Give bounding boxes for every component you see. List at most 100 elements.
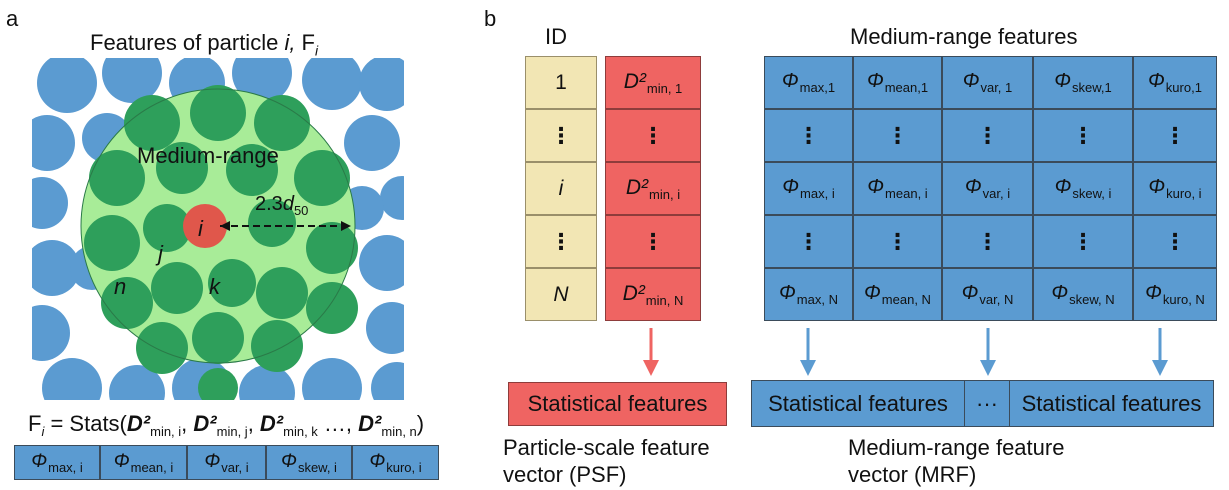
medium-range-particle bbox=[248, 199, 296, 247]
phi-subscript: kuro,1 bbox=[1165, 80, 1202, 95]
medium-range-particle bbox=[306, 222, 358, 274]
phi-symbol: Φ bbox=[779, 282, 796, 304]
radius-arrowhead bbox=[220, 221, 230, 231]
medium-range-particle bbox=[198, 368, 238, 400]
formula-separator: ) bbox=[416, 411, 425, 436]
id-value: N bbox=[553, 282, 569, 306]
phi-cell: Φkuro,1 bbox=[1133, 56, 1217, 109]
mrf-caption: Medium-range feature vector (MRF) bbox=[848, 435, 1065, 487]
feature-symbol: Φ bbox=[113, 450, 130, 472]
medium-range-label: Medium-range bbox=[137, 143, 279, 168]
panel-a-title: Features of particle i, Fi bbox=[90, 30, 319, 59]
phi-subscript: var, N bbox=[979, 292, 1014, 307]
mrf-statistical-features-right: Statistical features bbox=[1021, 390, 1202, 416]
feature-symbol: Φ bbox=[31, 450, 48, 472]
medium-range-particle bbox=[89, 150, 145, 206]
phi-cell: ⋮ bbox=[942, 109, 1033, 162]
formula-d2-subscript: min, n bbox=[381, 424, 417, 439]
particle-n-label: n bbox=[114, 274, 127, 299]
phi-subscript: skew,1 bbox=[1072, 80, 1112, 95]
medium-range-title: Medium-range features bbox=[850, 24, 1078, 49]
particle-feature-cell: Φkuro, i bbox=[352, 445, 439, 480]
d2-symbol: D² bbox=[625, 175, 649, 199]
d2-subscript: min, 1 bbox=[646, 80, 683, 96]
background-particle bbox=[32, 177, 68, 229]
id-value: i bbox=[558, 176, 564, 200]
phi-subscript: mean, N bbox=[881, 292, 931, 307]
phi-subscript: max, N bbox=[796, 292, 838, 307]
phi-cell: Φkuro, i bbox=[1133, 162, 1217, 215]
phi-symbol: Φ bbox=[782, 176, 800, 198]
phi-cell: ⋮ bbox=[853, 215, 942, 268]
phi-symbol: Φ bbox=[1148, 70, 1165, 92]
phi-symbol: Φ bbox=[962, 70, 980, 92]
id-cell: ⋮ bbox=[525, 215, 597, 268]
id-cell: ⋮ bbox=[525, 109, 597, 162]
phi-cell: Φmean,1 bbox=[853, 56, 942, 109]
feature-symbol: Φ bbox=[204, 450, 221, 472]
formula-d2-symbol: D² bbox=[193, 411, 217, 436]
phi-symbol: Φ bbox=[864, 282, 881, 304]
phi-cell: ⋮ bbox=[1133, 109, 1217, 162]
formula-separator: , bbox=[247, 411, 260, 436]
phi-subscript: skew, i bbox=[1072, 186, 1112, 201]
d2-cell: ⋮ bbox=[605, 109, 701, 162]
background-particle bbox=[32, 240, 80, 296]
phi-cell: Φskew,1 bbox=[1033, 56, 1133, 109]
psf-statistical-features-box: Statistical features bbox=[508, 382, 727, 426]
radius-arrowhead bbox=[341, 221, 351, 231]
phi-cell: ⋮ bbox=[764, 109, 853, 162]
d2-cell: D²min, N bbox=[605, 268, 701, 321]
formula-terms: D²min, i, D²min, j, D²min, k …, D²min, n… bbox=[127, 411, 425, 439]
formula-d2-subscript: min, j bbox=[216, 424, 248, 439]
medium-range-particle bbox=[256, 267, 308, 319]
mrf-arrow-left bbox=[800, 328, 816, 376]
phi-cell: Φvar, N bbox=[942, 268, 1033, 321]
particle-feature-cell: Φmax, i bbox=[14, 445, 100, 480]
background-particle bbox=[32, 305, 70, 361]
phi-subscript: kuro, N bbox=[1162, 292, 1205, 307]
formula-separator: …, bbox=[317, 411, 359, 436]
phi-cell: Φskew, i bbox=[1033, 162, 1133, 215]
phi-subscript: var, i bbox=[982, 186, 1011, 201]
phi-symbol: Φ bbox=[1145, 282, 1162, 304]
background-particle bbox=[42, 358, 102, 400]
medium-range-particle bbox=[226, 144, 278, 196]
phi-cell: ⋮ bbox=[942, 215, 1033, 268]
background-particle bbox=[102, 58, 162, 103]
phi-cell: Φmean, N bbox=[853, 268, 942, 321]
panel-b-label: b bbox=[484, 6, 497, 31]
phi-symbol: Φ bbox=[1054, 70, 1071, 92]
particle-packing bbox=[32, 58, 404, 400]
background-particle bbox=[302, 58, 362, 110]
feature-subscript: kuro, i bbox=[386, 459, 422, 475]
feature-subscript: mean, i bbox=[130, 459, 174, 475]
phi-cell: Φkuro, N bbox=[1133, 268, 1217, 321]
feature-subscript: skew, i bbox=[297, 459, 337, 475]
medium-range-particle bbox=[156, 142, 208, 194]
d2-subscript: min, N bbox=[645, 292, 684, 308]
medium-range-particle bbox=[294, 150, 350, 206]
particle-feature-cell: Φmean, i bbox=[100, 445, 187, 480]
d2-cell: D²min, 1 bbox=[605, 56, 701, 109]
particle-feature-cell: Φvar, i bbox=[187, 445, 266, 480]
phi-cell: Φvar, i bbox=[942, 162, 1033, 215]
phi-subscript: max, i bbox=[800, 186, 835, 201]
phi-cell: Φmean, i bbox=[853, 162, 942, 215]
background-particle bbox=[239, 365, 295, 400]
formula-d2-symbol: D² bbox=[259, 411, 284, 436]
phi-cell: ⋮ bbox=[1133, 215, 1217, 268]
phi-symbol: Φ bbox=[1148, 176, 1166, 198]
background-particle bbox=[109, 365, 165, 400]
panel-a-label: a bbox=[6, 6, 19, 31]
medium-range-particle bbox=[208, 259, 256, 307]
d2-cell: D²min, i bbox=[605, 162, 701, 215]
particle-j-label: j bbox=[158, 241, 163, 266]
phi-symbol: Φ bbox=[961, 282, 979, 304]
particle-packing-diagram bbox=[32, 58, 404, 400]
formula-d2-symbol: D² bbox=[358, 411, 382, 436]
phi-cell: ⋮ bbox=[1033, 215, 1133, 268]
radius-label: 2.3d50 bbox=[255, 193, 309, 218]
phi-symbol: Φ bbox=[781, 70, 799, 92]
